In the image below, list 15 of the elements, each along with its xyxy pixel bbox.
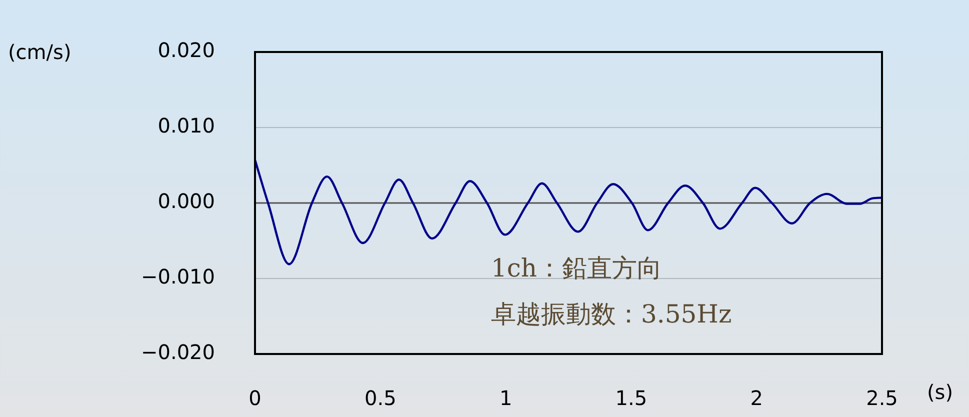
y-tick-label: −0.010 [140, 264, 215, 289]
x-tick-label: 1.5 [615, 386, 648, 410]
x-tick-label: 0.5 [364, 386, 396, 410]
y-tick-label: 0.000 [158, 189, 215, 214]
y-tick-label: −0.020 [140, 340, 215, 364]
x-tick-label: 2 [750, 386, 763, 410]
x-tick-label: 2.5 [866, 386, 898, 410]
annotation: 1ch：鉛直方向 [491, 254, 662, 282]
x-axis-title: (s) [927, 380, 954, 404]
y-tick-label: 0.020 [158, 38, 215, 62]
y-axis-title: (cm/s) [8, 40, 72, 64]
y-tick-label: 0.010 [158, 114, 215, 138]
x-tick-label: 1 [499, 386, 512, 410]
annotation: 卓越振動数：3.55Hz [491, 300, 732, 328]
x-tick-label: 0 [248, 386, 262, 410]
